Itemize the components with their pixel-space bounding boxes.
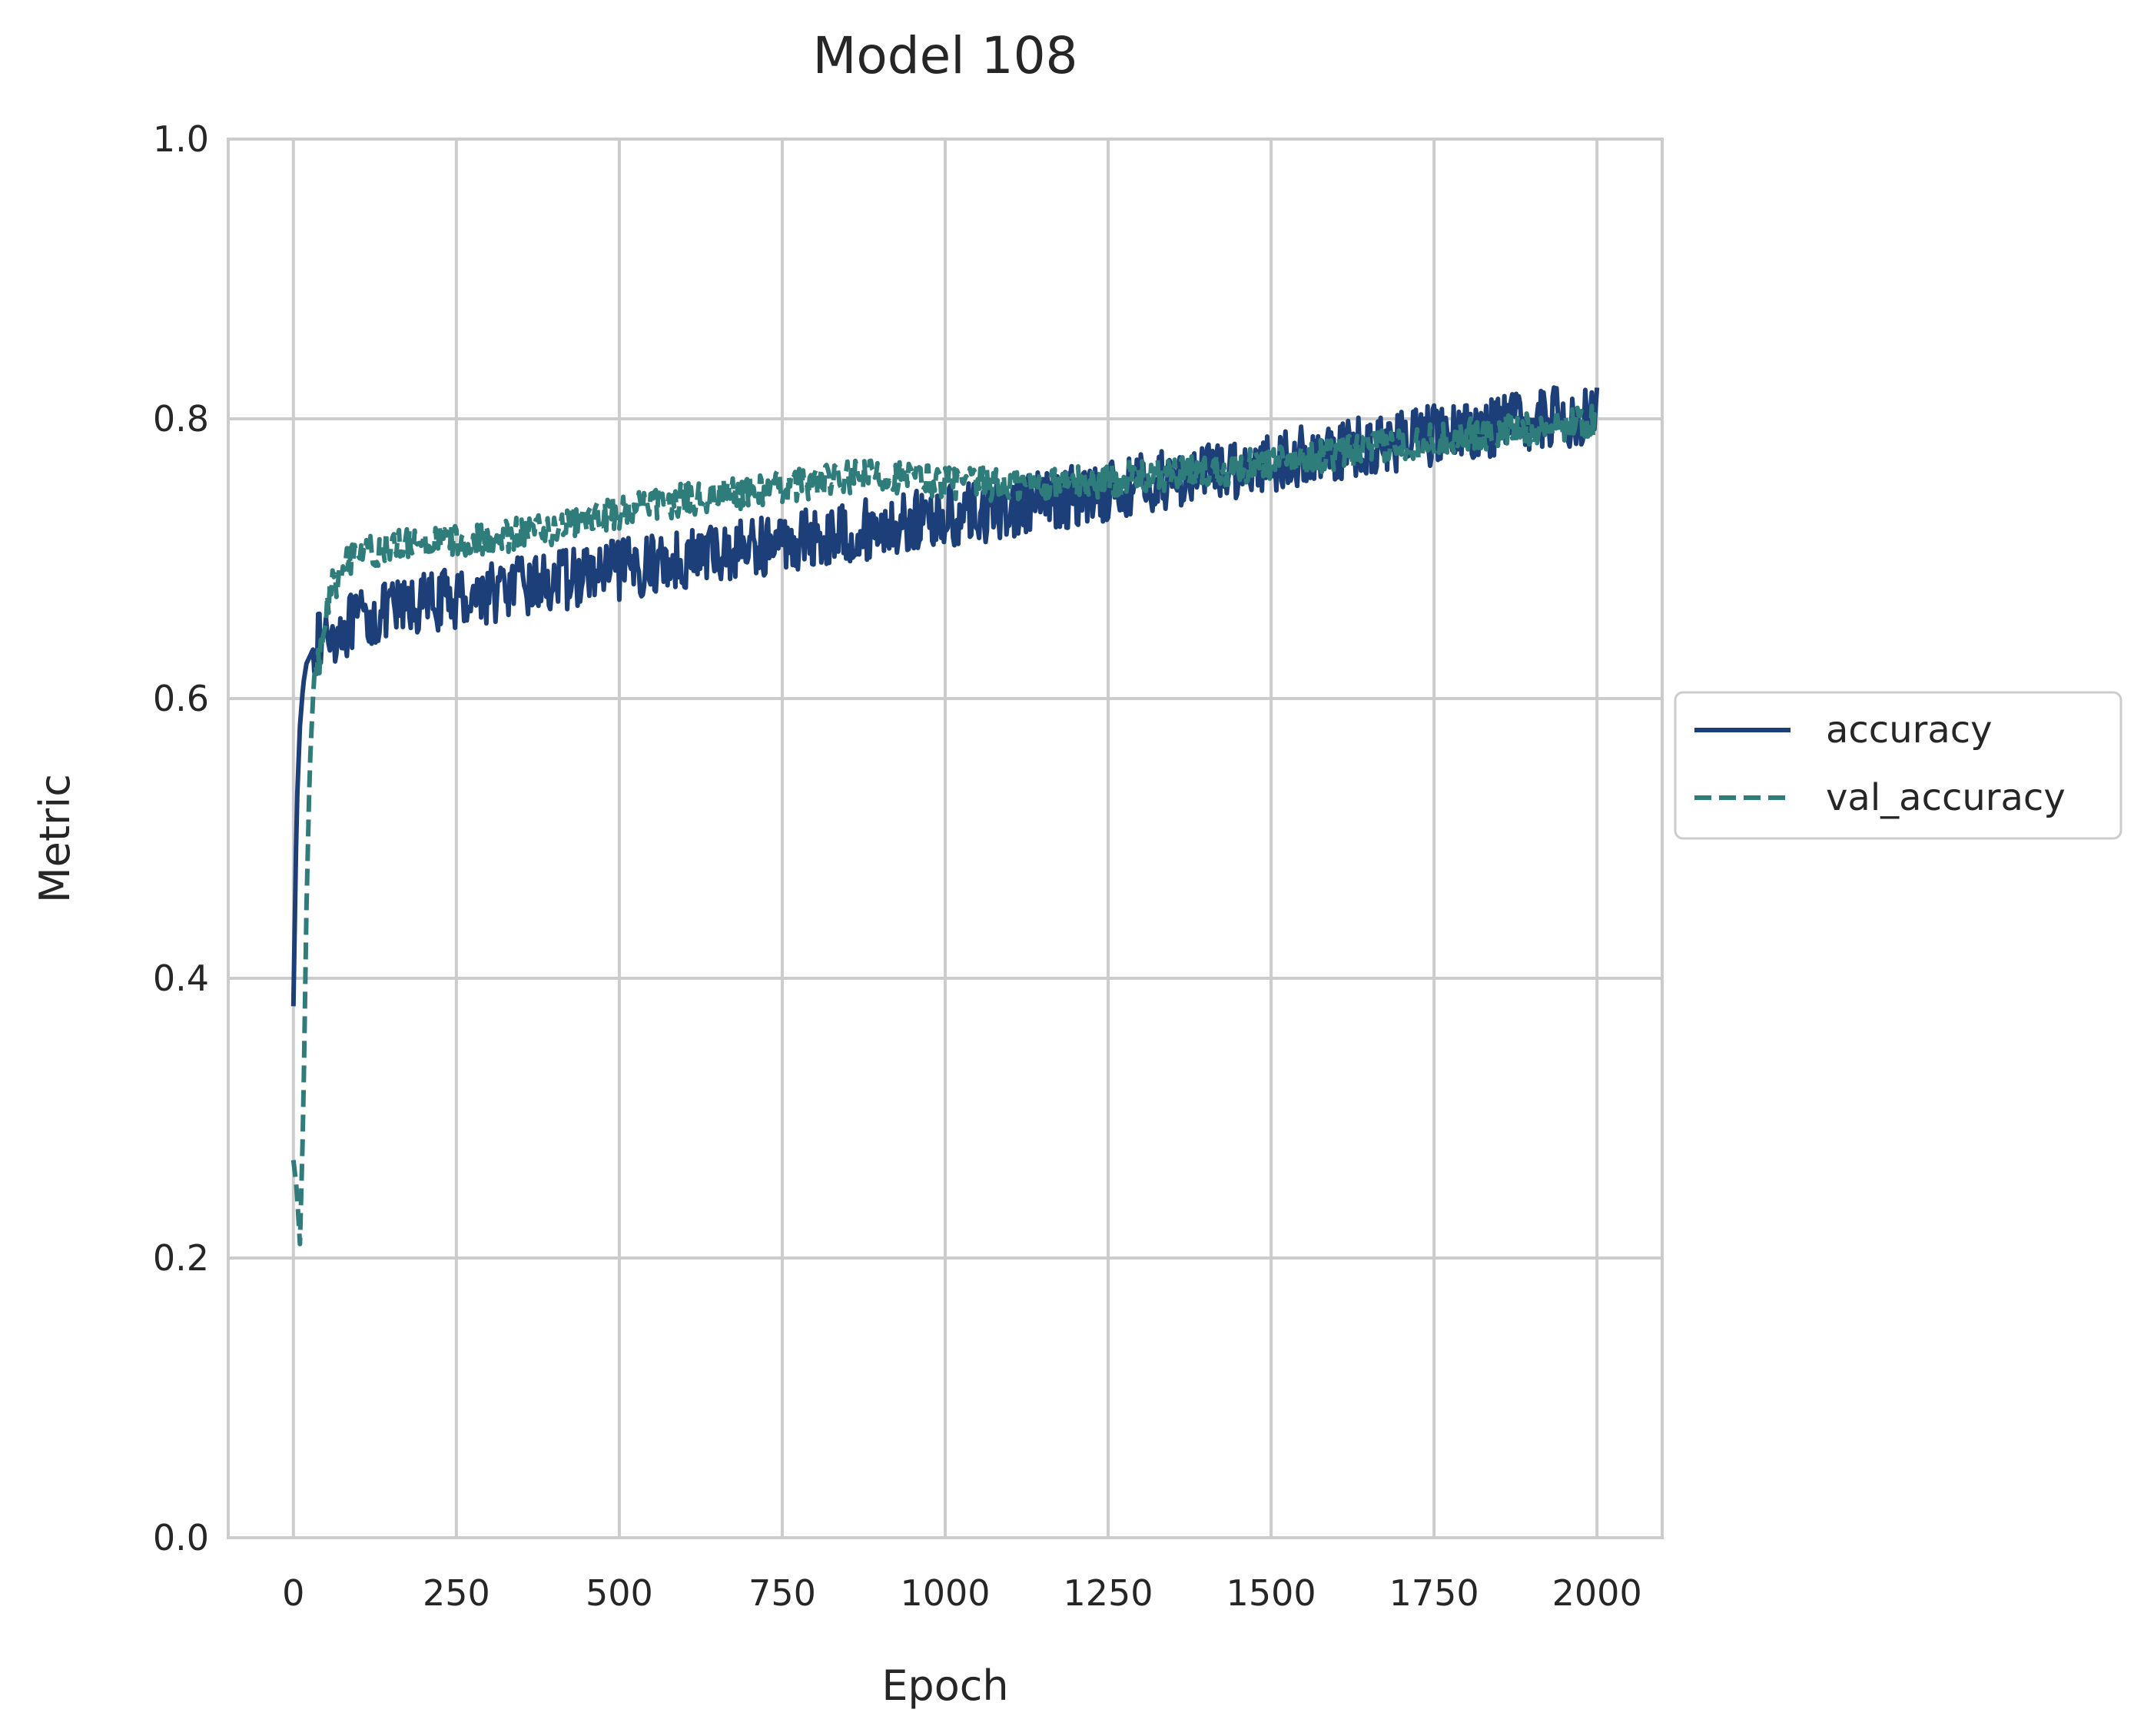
x-tick-label: 1500	[1226, 1572, 1316, 1614]
chart-title: Model 108	[812, 26, 1077, 85]
x-tick-label: 500	[586, 1572, 653, 1614]
series-line-val-accuracy	[290, 403, 1599, 1246]
legend-label-val-accuracy: val_accuracy	[1826, 776, 2066, 819]
x-tick-label: 2000	[1552, 1572, 1642, 1614]
y-tick-label: 0.6	[153, 678, 209, 719]
plot-frame	[227, 138, 1664, 1539]
x-axis-label: Epoch	[881, 1661, 1008, 1710]
y-tick-label: 0.8	[153, 398, 209, 440]
y-tick-label: 0.2	[153, 1237, 209, 1279]
series-line-accuracy	[290, 385, 1600, 1007]
tick-labels: 0 250 500 750 1000 1250 1500 1750 2000 0.0 0.2 0.4 0…	[153, 118, 1642, 1614]
x-tick-label: 1000	[900, 1572, 990, 1614]
y-axis-label: Metric	[31, 774, 79, 903]
y-tick-label: 0.0	[153, 1517, 209, 1558]
y-tick-label: 1.0	[153, 118, 209, 160]
y-tick-label: 0.4	[153, 958, 209, 999]
x-tick-label: 1750	[1389, 1572, 1479, 1614]
x-tick-label: 250	[423, 1572, 490, 1614]
x-tick-label: 0	[282, 1572, 304, 1614]
legend-label-accuracy: accuracy	[1826, 709, 1993, 752]
x-tick-label: 750	[748, 1572, 816, 1614]
legend: accuracy val_accuracy	[1674, 691, 2122, 840]
x-tick-label: 1250	[1064, 1572, 1153, 1614]
series-lines	[290, 385, 1600, 1246]
